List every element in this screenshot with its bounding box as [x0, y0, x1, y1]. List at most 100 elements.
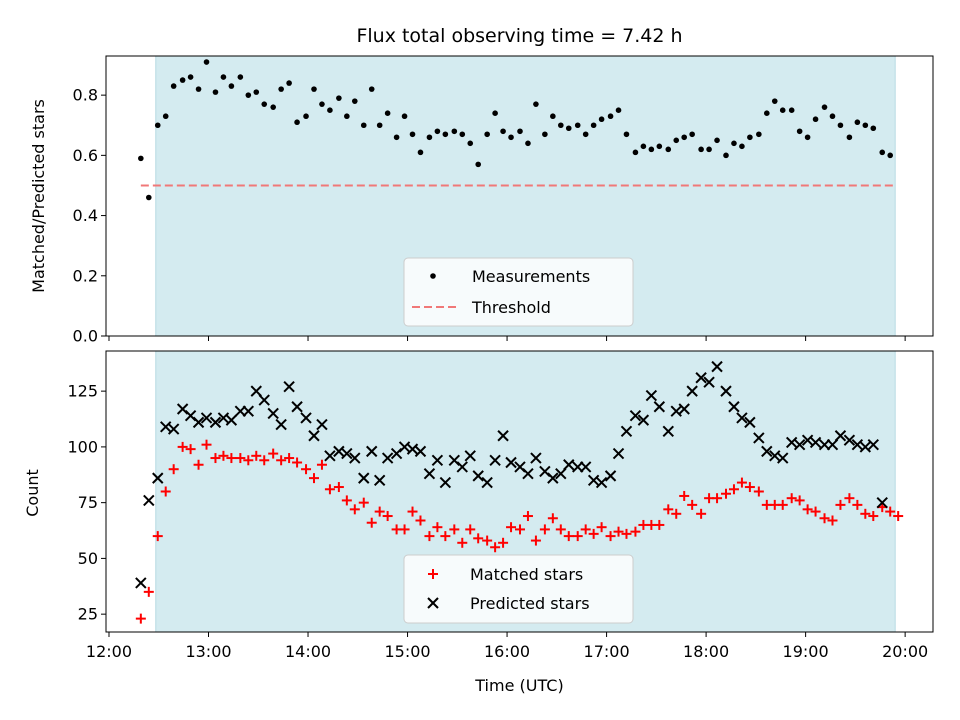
predicted-star-point	[728, 401, 740, 413]
predicted-star-point	[744, 416, 756, 429]
legend-matched-marker	[428, 569, 438, 579]
predicted-star-point	[291, 401, 303, 413]
matched-star-point	[301, 464, 312, 475]
measurement-point	[648, 146, 655, 153]
matched-star-point	[135, 613, 146, 624]
matched-star-point	[794, 495, 805, 506]
matched-star-point	[696, 508, 707, 519]
measurement-point	[336, 95, 342, 101]
predicted-star-point	[381, 452, 394, 464]
matched-star-point	[663, 504, 674, 515]
measurement-point	[779, 107, 786, 113]
measurement-point	[812, 116, 819, 123]
matched-star-point	[810, 506, 821, 517]
measurement-point	[212, 89, 219, 95]
predicted-star-point	[135, 577, 147, 589]
predicted-star-point	[587, 474, 600, 487]
predicted-star-point	[143, 494, 155, 507]
predicted-star-point	[801, 434, 814, 446]
predicted-star-point	[167, 423, 180, 435]
matched-star-point	[728, 484, 739, 495]
top-series-marks	[138, 59, 896, 201]
matched-star-point	[482, 535, 493, 546]
matched-star-point	[407, 506, 418, 517]
predicted-star-point	[711, 360, 723, 373]
matched-star-point	[860, 508, 871, 519]
measurement-point	[846, 134, 853, 141]
bottom-legend-box	[403, 554, 634, 624]
matched-star-point	[498, 537, 509, 548]
matched-star-point	[786, 493, 797, 504]
measurement-point	[854, 119, 861, 126]
predicted-star-point	[645, 389, 658, 402]
matched-star-point	[465, 524, 476, 535]
measurement-point	[351, 98, 358, 104]
measurement-point	[228, 83, 235, 89]
measurement-point	[401, 113, 408, 120]
predicted-star-point	[200, 412, 213, 424]
bottom-y-axis-label: Count	[23, 469, 42, 517]
matched-star-point	[654, 519, 665, 530]
predicted-star-point	[431, 454, 444, 466]
predicted-star-point	[464, 450, 476, 462]
matched-star-point	[259, 455, 270, 466]
matched-star-point	[744, 482, 755, 493]
matched-star-point	[243, 455, 254, 466]
predicted-star-point	[662, 425, 674, 437]
measurement-point	[542, 131, 548, 138]
predicted-star-point	[563, 459, 575, 471]
predicted-star-point	[373, 474, 386, 487]
predicted-star-point	[703, 376, 715, 388]
top-y-axis: 0.0 0.2 0.4 0.6 0.8	[73, 86, 106, 346]
measurement-point	[261, 101, 268, 107]
top-legend-box	[403, 257, 634, 327]
legend-matched-label: Matched stars	[470, 565, 583, 584]
measurement-point	[821, 104, 828, 110]
measurement-point	[739, 143, 745, 150]
measurement-point	[237, 74, 244, 80]
measurement-point	[698, 146, 704, 153]
matched-star-point	[721, 488, 732, 499]
predicted-star-point	[547, 472, 559, 484]
measurement-point	[689, 131, 695, 138]
bottom-legend: Matched stars Predicted stars	[403, 554, 634, 624]
bottom-xtick-label: 12:00	[86, 642, 132, 661]
top-ytick-label: 0.4	[73, 206, 98, 225]
predicted-star-point	[595, 476, 608, 489]
measurement-point	[434, 128, 441, 135]
measurement-point	[533, 101, 539, 107]
bottom-xtick-label: 17:00	[584, 642, 630, 661]
matched-star-point	[432, 522, 443, 533]
predicted-star-point	[497, 430, 509, 442]
measurement-point	[640, 143, 647, 150]
matched-star-point	[563, 531, 574, 542]
matched-star-point	[333, 482, 344, 493]
measurement-point	[500, 128, 506, 135]
predicted-star-point	[753, 432, 765, 444]
matched-star-point	[168, 464, 179, 475]
predicted-star-point	[160, 421, 172, 433]
measurement-point	[550, 113, 556, 120]
matched-star-point	[885, 506, 896, 517]
measurement-point	[376, 122, 383, 129]
matched-star-point	[226, 453, 237, 464]
measurement-point	[764, 110, 770, 117]
matched-star-point	[449, 524, 460, 535]
measurement-point	[344, 113, 350, 120]
matched-star-point	[572, 531, 583, 542]
measurement-point	[492, 110, 498, 117]
matched-star-point	[777, 499, 788, 510]
matched-star-point	[506, 522, 517, 533]
measurement-point	[253, 89, 260, 95]
measurement-point	[673, 137, 680, 144]
matched-star-point	[201, 439, 212, 450]
measurement-point	[598, 116, 605, 123]
legend-threshold-label: Threshold	[471, 298, 551, 317]
top-x-axis	[108, 336, 906, 341]
predicted-star-point	[793, 438, 806, 451]
matched-star-point	[621, 528, 632, 539]
top-ytick-label: 0.6	[73, 146, 98, 165]
measurement-point	[517, 128, 523, 135]
matched-star-point	[210, 453, 221, 464]
